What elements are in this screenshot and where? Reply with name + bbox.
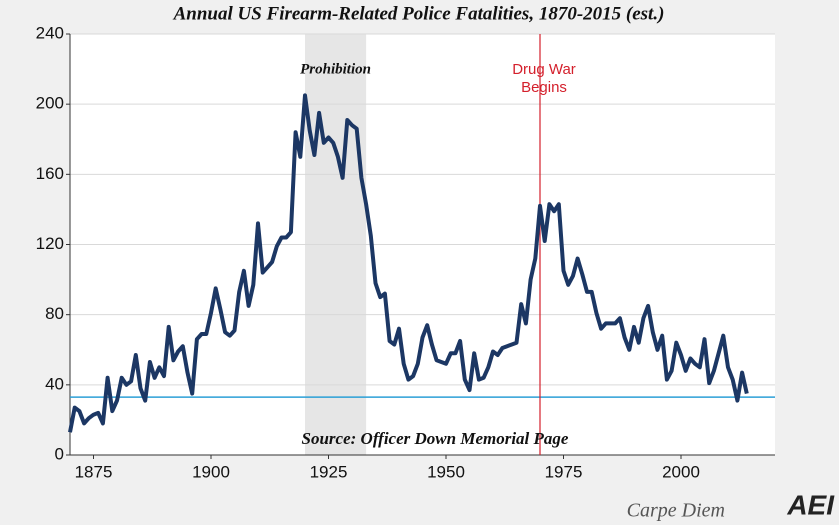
y-tick-label: 80 (45, 304, 64, 323)
x-tick-label: 1925 (310, 462, 348, 481)
branding-logo: AEI (786, 489, 835, 520)
x-tick-label: 1950 (427, 462, 465, 481)
y-tick-label: 40 (45, 374, 64, 393)
y-tick-label: 0 (55, 444, 64, 463)
source-note: Source: Officer Down Memorial Page (302, 429, 569, 448)
chart-title: Annual US Firearm-Related Police Fatalit… (173, 3, 665, 24)
x-tick-label: 1975 (545, 462, 583, 481)
x-tick-label: 1875 (75, 462, 113, 481)
event-label: Begins (521, 79, 567, 96)
data-line (68, 93, 749, 433)
x-tick-label: 2000 (662, 462, 700, 481)
y-tick-label: 200 (36, 94, 64, 113)
y-tick-label: 240 (36, 23, 64, 42)
y-tick-label: 160 (36, 164, 64, 183)
y-tick-label: 120 (36, 234, 64, 253)
region-label: Prohibition (300, 61, 371, 77)
x-tick-label: 1900 (192, 462, 230, 481)
event-label: Drug War (512, 61, 576, 78)
branding-text: Carpe Diem (627, 500, 725, 522)
